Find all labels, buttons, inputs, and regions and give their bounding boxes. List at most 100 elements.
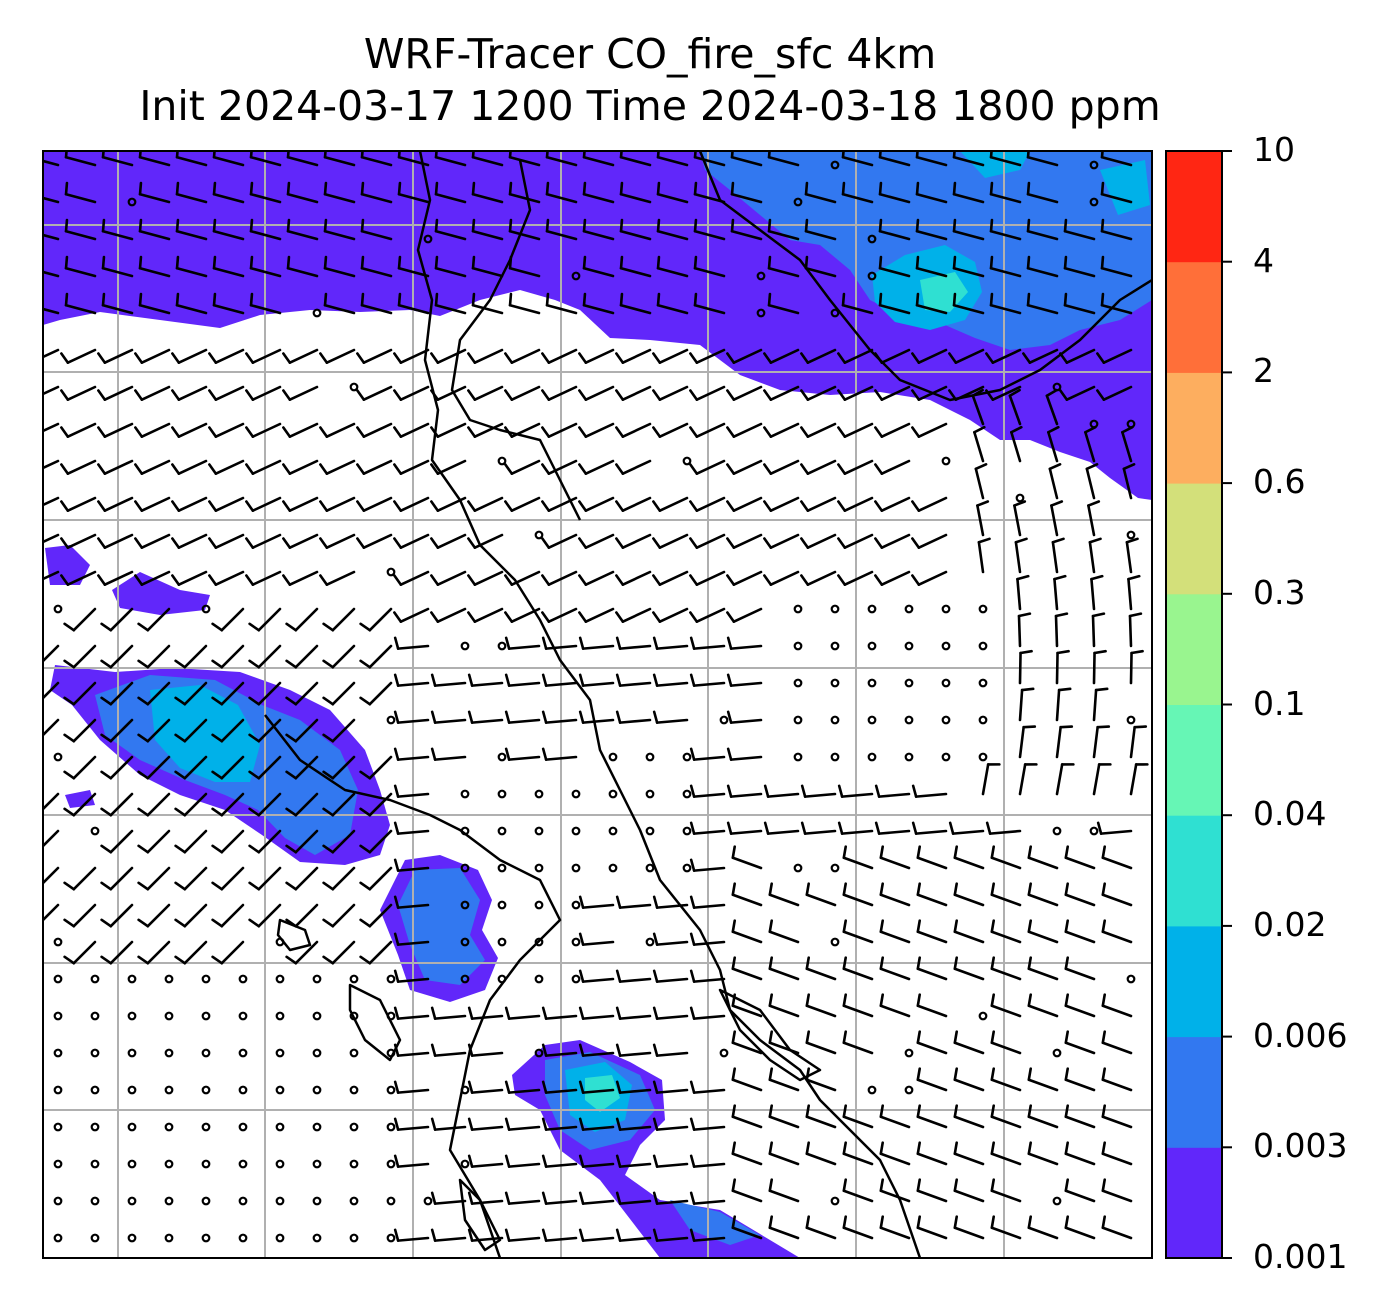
wind-barb-shaft bbox=[1027, 1115, 1059, 1129]
wind-barb bbox=[101, 255, 134, 278]
wind-barb bbox=[1027, 1067, 1059, 1092]
wind-barb bbox=[973, 425, 986, 463]
wind-barb bbox=[842, 1104, 874, 1129]
wind-barb-flag bbox=[545, 181, 550, 196]
wind-barb-shaft bbox=[806, 348, 837, 364]
wind-barb-flag bbox=[805, 1030, 810, 1045]
wind-barb-flag bbox=[800, 352, 810, 364]
wind-barb-flag bbox=[97, 389, 107, 401]
map-frame bbox=[42, 150, 1153, 1259]
wind-barb bbox=[615, 570, 652, 586]
wind-barb-flag bbox=[174, 918, 187, 928]
wind-barb-shaft bbox=[879, 1152, 911, 1166]
wind-barb-shaft bbox=[584, 570, 615, 586]
wind-barb-flag bbox=[805, 1141, 810, 1156]
wind-barb-shaft bbox=[325, 459, 356, 475]
wind-barb bbox=[693, 292, 726, 315]
wind-barb bbox=[916, 845, 948, 870]
wind-barb-flag bbox=[360, 218, 365, 233]
wind-barb-shaft bbox=[436, 385, 467, 401]
wind-barb-shaft bbox=[1101, 1004, 1133, 1018]
wind-barb bbox=[174, 940, 208, 965]
wind-barb-shaft bbox=[732, 570, 763, 586]
wind-barb-shaft bbox=[257, 607, 282, 632]
wind-barb bbox=[837, 533, 874, 549]
wind-barb bbox=[1092, 687, 1109, 722]
wind-barb-flag bbox=[28, 735, 37, 741]
wind-barb-shaft bbox=[655, 1051, 689, 1057]
wind-barb-shaft bbox=[331, 681, 356, 706]
wind-barb-flag bbox=[689, 1006, 696, 1020]
wind-barb-shaft bbox=[656, 229, 689, 241]
wind-barb bbox=[100, 755, 134, 780]
wind-barb-shaft bbox=[146, 903, 171, 928]
wind-barb-shaft bbox=[803, 829, 837, 835]
wind-barb-flag bbox=[137, 733, 150, 743]
wind-barb-flag bbox=[1100, 292, 1105, 307]
wind-barb-flag bbox=[1027, 1215, 1032, 1230]
colorbar-tick-label: 0.003 bbox=[1253, 1126, 1348, 1166]
wind-barb bbox=[615, 459, 652, 475]
wind-barb-shaft bbox=[880, 496, 911, 512]
wind-barb bbox=[1047, 425, 1060, 463]
calm-wind-circle bbox=[867, 1085, 877, 1095]
wind-barb-flag bbox=[726, 352, 736, 364]
wind-barb bbox=[393, 348, 430, 364]
wind-barb bbox=[1059, 348, 1096, 364]
wind-barb-shaft bbox=[220, 718, 245, 743]
wind-barb bbox=[504, 1191, 541, 1205]
wind-barb-shaft bbox=[692, 1014, 726, 1020]
wind-barb-shaft bbox=[840, 792, 874, 798]
wind-barb bbox=[689, 969, 726, 983]
calm-wind-circle bbox=[53, 1048, 63, 1058]
wind-barb-flag bbox=[248, 844, 261, 854]
wind-barb-flag bbox=[689, 932, 696, 946]
wind-barb-flag bbox=[29, 183, 30, 194]
wind-barb-flag bbox=[248, 918, 261, 928]
wind-barb-flag bbox=[837, 537, 847, 549]
wind-barb bbox=[1127, 574, 1141, 611]
wind-barb-flag bbox=[973, 425, 986, 434]
wind-barb bbox=[101, 218, 134, 241]
wind-barb-flag bbox=[878, 218, 883, 233]
wind-barb-flag bbox=[138, 181, 143, 196]
wind-barb-shaft bbox=[396, 829, 430, 835]
wind-barb bbox=[356, 385, 393, 401]
wind-barb-flag bbox=[990, 956, 995, 971]
wind-barb-flag bbox=[911, 537, 921, 549]
wind-barb-flag bbox=[971, 388, 984, 398]
wind-barb-flag bbox=[434, 181, 439, 196]
wind-barb bbox=[359, 829, 393, 854]
wind-barb-flag bbox=[879, 993, 884, 1008]
wind-barb-flag bbox=[249, 255, 254, 270]
wind-barb-flag bbox=[100, 733, 113, 743]
wind-barb-flag bbox=[541, 500, 551, 512]
wind-barb bbox=[63, 940, 97, 965]
wind-barb-shaft bbox=[399, 533, 430, 549]
wind-barb bbox=[245, 422, 282, 438]
wind-barb-flag bbox=[1122, 463, 1136, 471]
wind-barb-shaft bbox=[692, 1162, 726, 1168]
wind-barb bbox=[63, 866, 97, 891]
wind-barb-shaft bbox=[1013, 504, 1022, 537]
calm-wind-circle bbox=[941, 641, 951, 651]
wind-barb bbox=[1064, 1030, 1096, 1055]
wind-barb-flag bbox=[467, 1080, 474, 1094]
wind-barb-flag bbox=[248, 733, 261, 743]
wind-barb-shaft bbox=[396, 977, 430, 983]
wind-barb-flag bbox=[619, 218, 624, 233]
wind-barb bbox=[915, 292, 948, 315]
wind-barb-shaft bbox=[1064, 856, 1096, 870]
wind-barb-flag bbox=[323, 181, 328, 196]
wind-barb-flag bbox=[767, 255, 772, 270]
wind-barb-shaft bbox=[294, 681, 319, 706]
wind-barb-shaft bbox=[621, 348, 652, 364]
wind-barb-shaft bbox=[508, 229, 541, 241]
wind-barb-flag bbox=[652, 1043, 659, 1057]
wind-barb-shaft bbox=[396, 940, 430, 946]
wind-barb-flag bbox=[134, 500, 144, 512]
wind-barb-shaft bbox=[1027, 1226, 1059, 1240]
wind-barb-flag bbox=[467, 1228, 474, 1242]
wind-barb-flag bbox=[619, 255, 624, 270]
wind-barb bbox=[730, 218, 763, 241]
